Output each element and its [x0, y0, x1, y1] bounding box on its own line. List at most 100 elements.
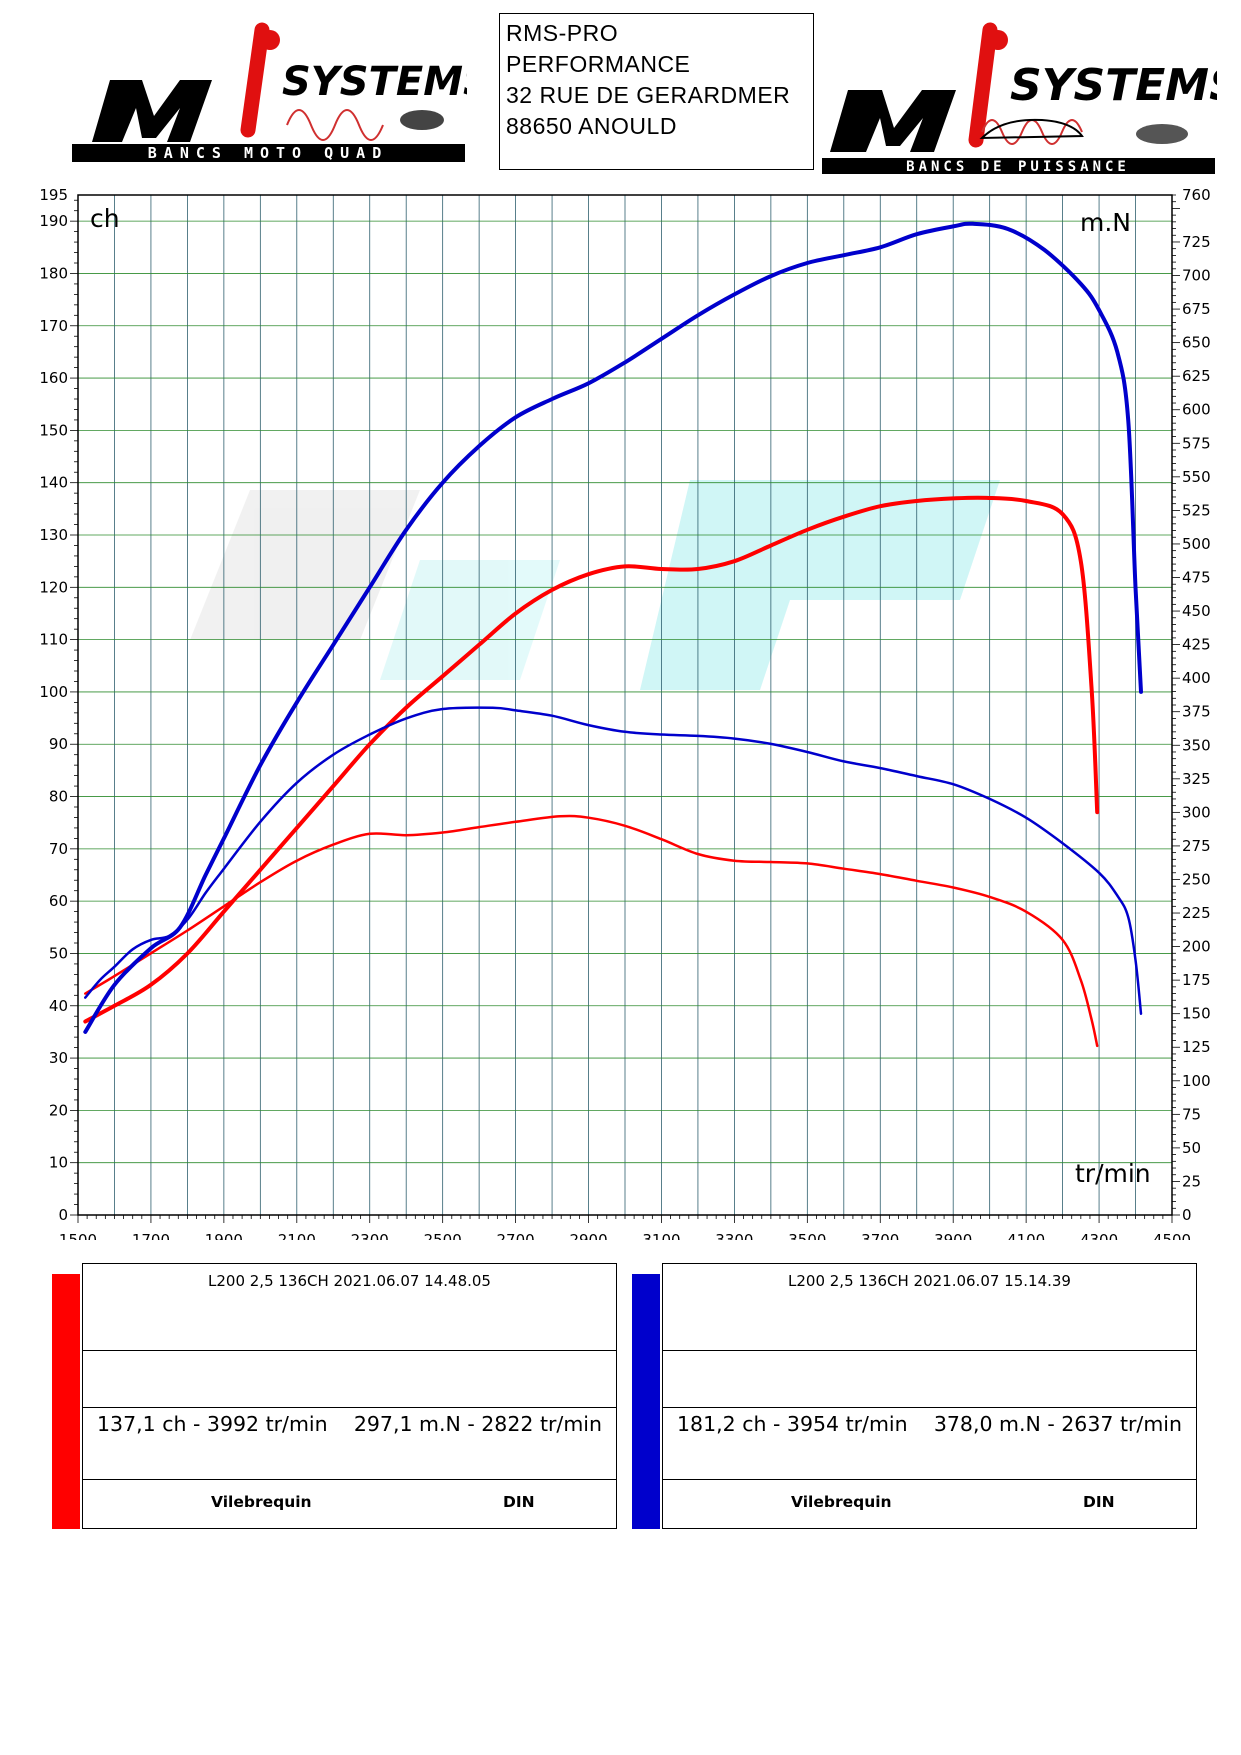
y-right-tick-label: 75: [1182, 1105, 1201, 1123]
y-right-tick-label: 760: [1182, 186, 1211, 204]
watermark: [190, 480, 1000, 690]
y-right-tick-label: 325: [1182, 770, 1211, 788]
run-color-swatch: [632, 1274, 660, 1529]
y-left-tick-label: 10: [49, 1154, 68, 1172]
x-tick-label: 3300: [715, 1231, 753, 1240]
measure-method: Vilebrequin: [791, 1493, 892, 1511]
y-left-tick-label: 180: [39, 264, 68, 282]
y-right-tick-label: 675: [1182, 300, 1211, 318]
chart-axes: 1500 1700 1900 2100 2300 2500 2700 2900 3100 3300…: [39, 186, 1210, 1240]
dyno-chart: 1500 1700 1900 2100 2300 2500 2700 2900 3100 3300…: [39, 186, 1210, 1240]
x-tick-label: 2900: [569, 1231, 607, 1240]
y-left-tick-label: 0: [58, 1206, 68, 1224]
y-right-tick-label: 250: [1182, 870, 1211, 888]
divider: [663, 1350, 1196, 1351]
y-right-tick-label: 700: [1182, 267, 1211, 285]
y-left-tick-label: 110: [39, 631, 68, 649]
x-tick-label: 2700: [497, 1231, 535, 1240]
red-power-curve: [83, 495, 1100, 1024]
y-right-tick-label: 725: [1182, 233, 1211, 251]
blue-power-curve: [83, 221, 1143, 1034]
y-left-tick-label: 50: [49, 944, 68, 962]
x-tick-label: 3700: [861, 1231, 899, 1240]
y-left-tick-label: 160: [39, 369, 68, 387]
x-tick-label: 3500: [788, 1231, 826, 1240]
y-right-tick-label: 400: [1182, 669, 1211, 687]
max-power: 137,1 ch - 3992 tr/min: [97, 1412, 328, 1436]
run-title: L200 2,5 136CH 2021.06.07 14.48.05: [208, 1272, 491, 1290]
measure-method: Vilebrequin: [211, 1493, 312, 1511]
logo-right: SYSTEMS BANCS DE PUISSANCE: [822, 20, 1241, 175]
y-left-tick-label: 30: [49, 1049, 68, 1067]
address-line: PERFORMANCE: [506, 51, 691, 77]
run-card-box: L200 2,5 136CH 2021.06.07 14.48.05 137,1…: [82, 1263, 617, 1529]
max-torque: 378,0 m.N - 2637 tr/min: [933, 1412, 1182, 1436]
chart-series: [83, 221, 1143, 1048]
address-line: 88650 ANOULD: [506, 113, 677, 139]
svg-text:BANCS MOTO QUAD: BANCS MOTO QUAD: [148, 144, 388, 162]
x-tick-label: 4100: [1007, 1231, 1045, 1240]
y-left-tick-label: 70: [49, 840, 68, 858]
divider: [663, 1407, 1196, 1408]
svg-text:SYSTEMS: SYSTEMS: [282, 59, 467, 105]
y-right-tick-label: 25: [1182, 1172, 1201, 1190]
address-line: RMS-PRO: [506, 20, 619, 46]
x-tick-label: 1700: [132, 1231, 170, 1240]
y-right-tick-label: 125: [1182, 1038, 1211, 1056]
y-left-tick-label: 140: [39, 474, 68, 492]
y-left-tick-label: 60: [49, 892, 68, 910]
y-right-tick-label: 0: [1182, 1206, 1192, 1224]
x-tick-label: 2300: [351, 1231, 389, 1240]
svg-text:BANCS DE PUISSANCE: BANCS DE PUISSANCE: [906, 159, 1130, 175]
y-right-tick-label: 475: [1182, 569, 1211, 587]
y-right-tick-label: 350: [1182, 736, 1211, 754]
x-tick-label: 3900: [934, 1231, 972, 1240]
y-right-tick-label: 600: [1182, 401, 1211, 419]
y-left-tick-label: 20: [49, 1101, 68, 1119]
y-right-tick-label: 625: [1182, 367, 1211, 385]
y-right-tick-label: 525: [1182, 501, 1211, 519]
y-left-tick-label: 190: [39, 212, 68, 230]
y-left-tick-label: 170: [39, 317, 68, 335]
y-right-tick-label: 200: [1182, 938, 1211, 956]
max-torque: 297,1 m.N - 2822 tr/min: [353, 1412, 602, 1436]
y-right-tick-label: 300: [1182, 803, 1211, 821]
correction-norm: DIN: [1083, 1493, 1115, 1511]
y-right-tick-label: 500: [1182, 535, 1211, 553]
chart-grid: [78, 195, 1172, 1215]
x-tick-label: 1500: [59, 1231, 97, 1240]
x-tick-label: 4500: [1153, 1231, 1191, 1240]
y-right-tick-label: 100: [1182, 1072, 1211, 1090]
y-right-tick-label: 175: [1182, 971, 1211, 989]
run-color-swatch: [52, 1274, 80, 1529]
svg-text:SYSTEMS: SYSTEMS: [1010, 60, 1217, 111]
x-tick-label: 2500: [424, 1231, 462, 1240]
blue-torque-curve: [84, 706, 1143, 1015]
y-left-tick-label: 195: [39, 186, 68, 204]
y-left-tick-label: 100: [39, 683, 68, 701]
address-box: RMS-PRO PERFORMANCE 32 RUE DE GERARDMER …: [499, 13, 814, 170]
logo-left: SYSTEMS BANCS MOTO QUAD: [72, 20, 492, 165]
y-right-tick-label: 650: [1182, 334, 1211, 352]
y-right-tick-label: 225: [1182, 904, 1211, 922]
divider: [83, 1350, 616, 1351]
correction-norm: DIN: [503, 1493, 535, 1511]
y-right-tick-label: 550: [1182, 468, 1211, 486]
y-right-tick-label: 275: [1182, 837, 1211, 855]
y-right-tick-label: 375: [1182, 703, 1211, 721]
red-torque-curve: [84, 814, 1099, 1048]
y-right-tick-label: 450: [1182, 602, 1211, 620]
x-tick-label: 2100: [278, 1231, 316, 1240]
address-line: 32 RUE DE GERARDMER: [506, 82, 791, 108]
y-right-tick-label: 50: [1182, 1139, 1201, 1157]
y-right-tick-label: 575: [1182, 434, 1211, 452]
divider: [663, 1479, 1196, 1480]
y-right-tick-label: 150: [1182, 1005, 1211, 1023]
y-left-axis-label: ch: [90, 204, 120, 233]
x-tick-label: 4300: [1080, 1231, 1118, 1240]
y-left-tick-label: 130: [39, 526, 68, 544]
x-axis-label: tr/min: [1075, 1159, 1151, 1188]
y-left-tick-label: 150: [39, 421, 68, 439]
run-title: L200 2,5 136CH 2021.06.07 15.14.39: [788, 1272, 1071, 1290]
run-card-box: L200 2,5 136CH 2021.06.07 15.14.39 181,2…: [662, 1263, 1197, 1529]
